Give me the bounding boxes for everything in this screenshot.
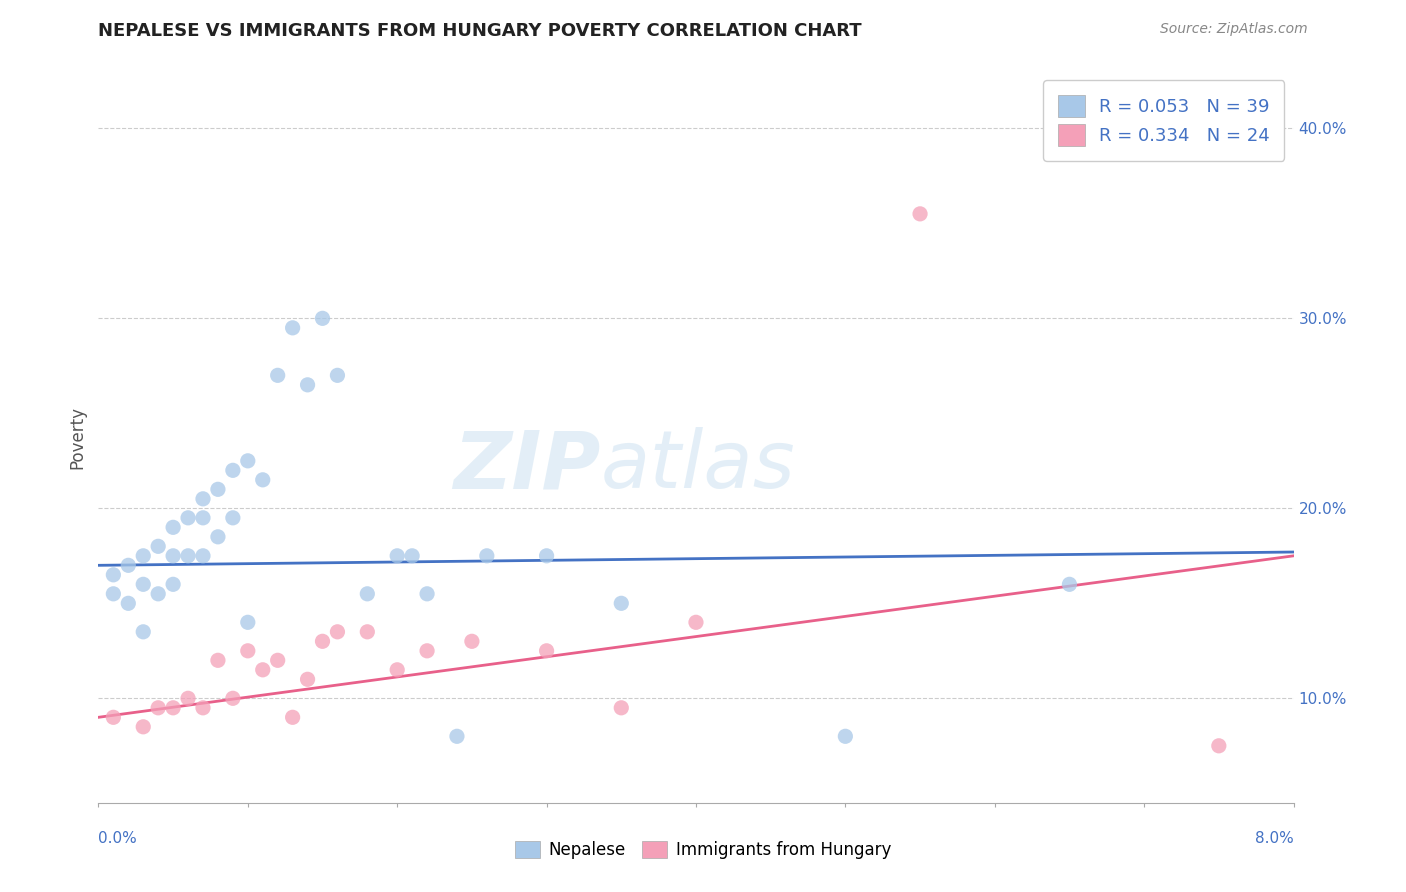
Text: atlas: atlas: [600, 427, 796, 506]
Point: [236, 644, 259, 658]
Point: [1208, 739, 1230, 753]
Point: [177, 549, 200, 563]
Text: ZIP: ZIP: [453, 427, 600, 506]
Point: [685, 615, 707, 630]
Point: [207, 530, 229, 544]
Point: [132, 549, 155, 563]
Point: [311, 634, 333, 648]
Point: [536, 549, 558, 563]
Point: [117, 558, 139, 573]
Point: [297, 377, 319, 392]
Point: [610, 701, 633, 715]
Point: [356, 624, 378, 639]
Point: [281, 710, 304, 724]
Point: [207, 653, 229, 667]
Point: [222, 511, 245, 525]
Point: [162, 549, 184, 563]
Point: [103, 567, 125, 582]
Point: [236, 454, 259, 468]
Point: [132, 624, 155, 639]
Point: [148, 701, 170, 715]
Point: [103, 710, 125, 724]
Y-axis label: Poverty: Poverty: [69, 406, 87, 468]
Point: [252, 663, 274, 677]
Text: 0.0%: 0.0%: [98, 831, 138, 846]
Point: [162, 577, 184, 591]
Point: [446, 729, 468, 743]
Point: [222, 691, 245, 706]
Point: [162, 701, 184, 715]
Point: [177, 511, 200, 525]
Point: [475, 549, 498, 563]
Point: [461, 634, 484, 648]
Point: [148, 587, 170, 601]
Point: [356, 587, 378, 601]
Legend: Nepalese, Immigrants from Hungary: Nepalese, Immigrants from Hungary: [509, 834, 897, 866]
Point: [536, 644, 558, 658]
Point: [834, 729, 856, 743]
Point: [252, 473, 274, 487]
Point: [401, 549, 423, 563]
Point: [416, 587, 439, 601]
Point: [326, 368, 349, 383]
Text: NEPALESE VS IMMIGRANTS FROM HUNGARY POVERTY CORRELATION CHART: NEPALESE VS IMMIGRANTS FROM HUNGARY POVE…: [98, 22, 862, 40]
Point: [191, 701, 214, 715]
Point: [148, 539, 170, 553]
Legend: R = 0.053   N = 39, R = 0.334   N = 24: R = 0.053 N = 39, R = 0.334 N = 24: [1043, 80, 1285, 161]
Point: [191, 511, 214, 525]
Point: [117, 596, 139, 610]
Text: Source: ZipAtlas.com: Source: ZipAtlas.com: [1160, 22, 1308, 37]
Point: [311, 311, 333, 326]
Point: [162, 520, 184, 534]
Point: [1059, 577, 1081, 591]
Point: [191, 491, 214, 506]
Point: [222, 463, 245, 477]
Point: [132, 720, 155, 734]
Point: [385, 663, 409, 677]
Point: [416, 644, 439, 658]
Point: [281, 321, 304, 335]
Point: [207, 483, 229, 497]
Point: [191, 549, 214, 563]
Point: [177, 691, 200, 706]
Point: [267, 368, 290, 383]
Point: [267, 653, 290, 667]
Point: [610, 596, 633, 610]
Text: 8.0%: 8.0%: [1254, 831, 1294, 846]
Point: [326, 624, 349, 639]
Point: [103, 587, 125, 601]
Point: [132, 577, 155, 591]
Point: [236, 615, 259, 630]
Point: [297, 673, 319, 687]
Point: [385, 549, 409, 563]
Point: [908, 207, 931, 221]
